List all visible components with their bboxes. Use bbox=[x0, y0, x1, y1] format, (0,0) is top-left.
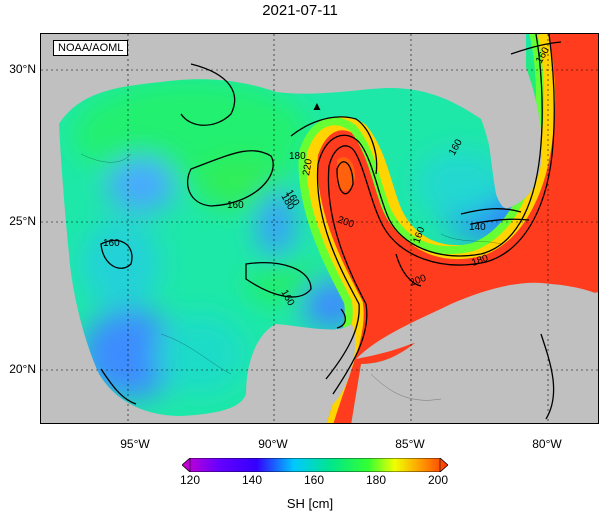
buoy-marker-icon: ▲ bbox=[311, 99, 323, 113]
lat-label-30n: 30°N bbox=[9, 62, 36, 76]
lon-label-95w: 95°W bbox=[120, 437, 150, 451]
credit-label: NOAA/AOML bbox=[53, 40, 129, 56]
lat-label-25n: 25°N bbox=[9, 214, 36, 228]
hispaniola-land bbox=[461, 320, 554, 364]
colorbar-label: SH [cm] bbox=[286, 496, 334, 511]
lon-label-90w: 90°W bbox=[258, 437, 288, 451]
florida-land bbox=[471, 34, 526, 209]
graticule bbox=[41, 34, 598, 423]
contour-label: 180 bbox=[289, 151, 306, 162]
colorbar-tick: 120 bbox=[179, 473, 201, 487]
sea-height-map: 160 160 160 160 160 160 140 180 180 200 … bbox=[40, 33, 599, 424]
lat-label-20n: 20°N bbox=[9, 362, 36, 376]
contour-label: 220 bbox=[301, 158, 315, 177]
map-title: 2021-07-11 bbox=[262, 2, 338, 19]
contour-lines bbox=[100, 34, 562, 420]
colorbar-tick: 140 bbox=[241, 473, 263, 487]
contour-label: 160 bbox=[227, 200, 244, 211]
colorbar-tick: 200 bbox=[427, 473, 449, 487]
cuba-land bbox=[356, 282, 598, 359]
map-canvas: 160 160 160 160 160 160 140 180 180 200 … bbox=[41, 34, 598, 423]
colorbar bbox=[182, 458, 448, 472]
lon-label-85w: 85°W bbox=[395, 437, 425, 451]
colorbar-tick: 160 bbox=[303, 473, 325, 487]
colorbar-tick: 180 bbox=[365, 473, 387, 487]
contour-label: 160 bbox=[103, 238, 120, 249]
yucatan-land bbox=[246, 324, 356, 423]
lon-label-80w: 80°W bbox=[532, 437, 562, 451]
contour-label: 140 bbox=[469, 222, 486, 233]
